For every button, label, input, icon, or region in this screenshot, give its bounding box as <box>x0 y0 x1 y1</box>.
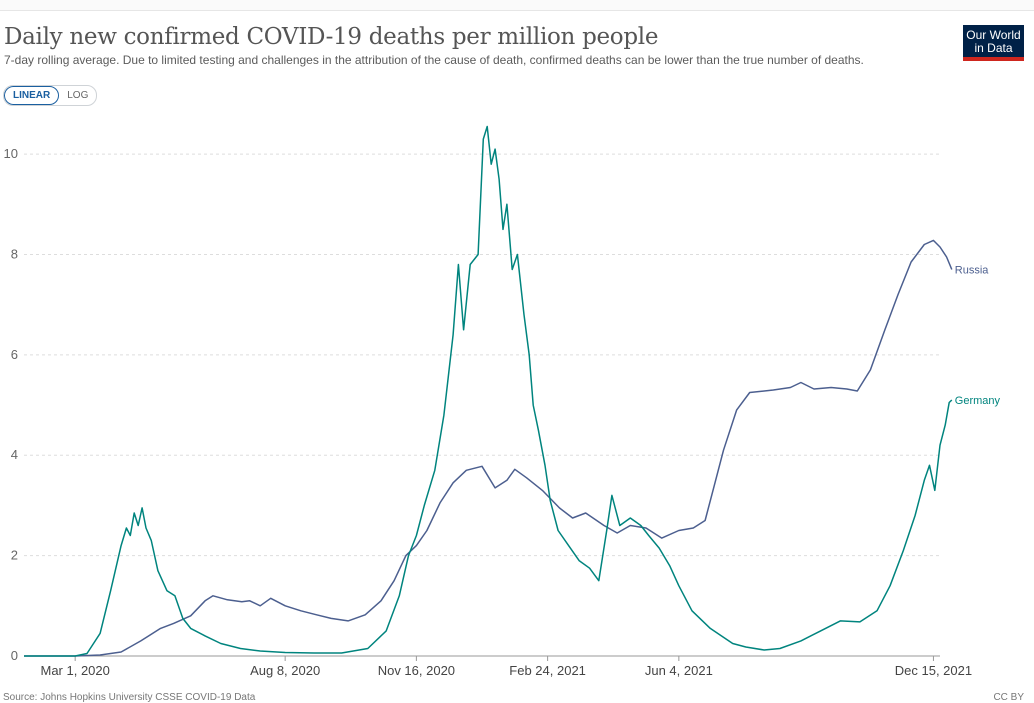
source-note: Source: Johns Hopkins University CSSE CO… <box>3 692 256 703</box>
owid-logo[interactable]: Our World in Data <box>963 25 1024 61</box>
x-tick-label: Nov 16, 2020 <box>378 663 455 678</box>
linear-scale-button[interactable]: LINEAR <box>4 86 60 105</box>
x-tick-label: Jun 4, 2021 <box>645 663 713 678</box>
top-bar <box>0 0 1034 11</box>
license-note[interactable]: CC BY <box>993 692 1024 703</box>
y-tick-label: 0 <box>11 648 18 663</box>
series-label-russia: Russia <box>955 265 990 277</box>
y-tick-label: 8 <box>11 246 18 261</box>
chart-title: Daily new confirmed COVID-19 deaths per … <box>4 24 659 50</box>
chart-subtitle: 7-day rolling average. Due to limited te… <box>4 53 864 67</box>
y-tick-label: 10 <box>4 146 18 161</box>
series-line-russia <box>24 239 953 657</box>
logo-line-2: in Data <box>974 41 1013 55</box>
y-tick-label: 4 <box>11 447 18 462</box>
x-tick-label: Dec 15, 2021 <box>895 663 972 678</box>
x-tick-label: Feb 24, 2021 <box>509 663 586 678</box>
y-tick-label: 2 <box>11 548 18 563</box>
x-tick-label: Aug 8, 2020 <box>250 663 320 678</box>
x-tick-label: Mar 1, 2020 <box>40 663 109 678</box>
series-label-germany: Germany <box>955 395 1001 407</box>
log-scale-button[interactable]: LOG <box>67 90 89 101</box>
logo-line-1: Our World <box>966 28 1021 42</box>
series-line-germany <box>24 125 953 657</box>
y-tick-label: 6 <box>11 347 18 362</box>
scale-toggle[interactable]: LINEAR LOG <box>3 85 98 106</box>
